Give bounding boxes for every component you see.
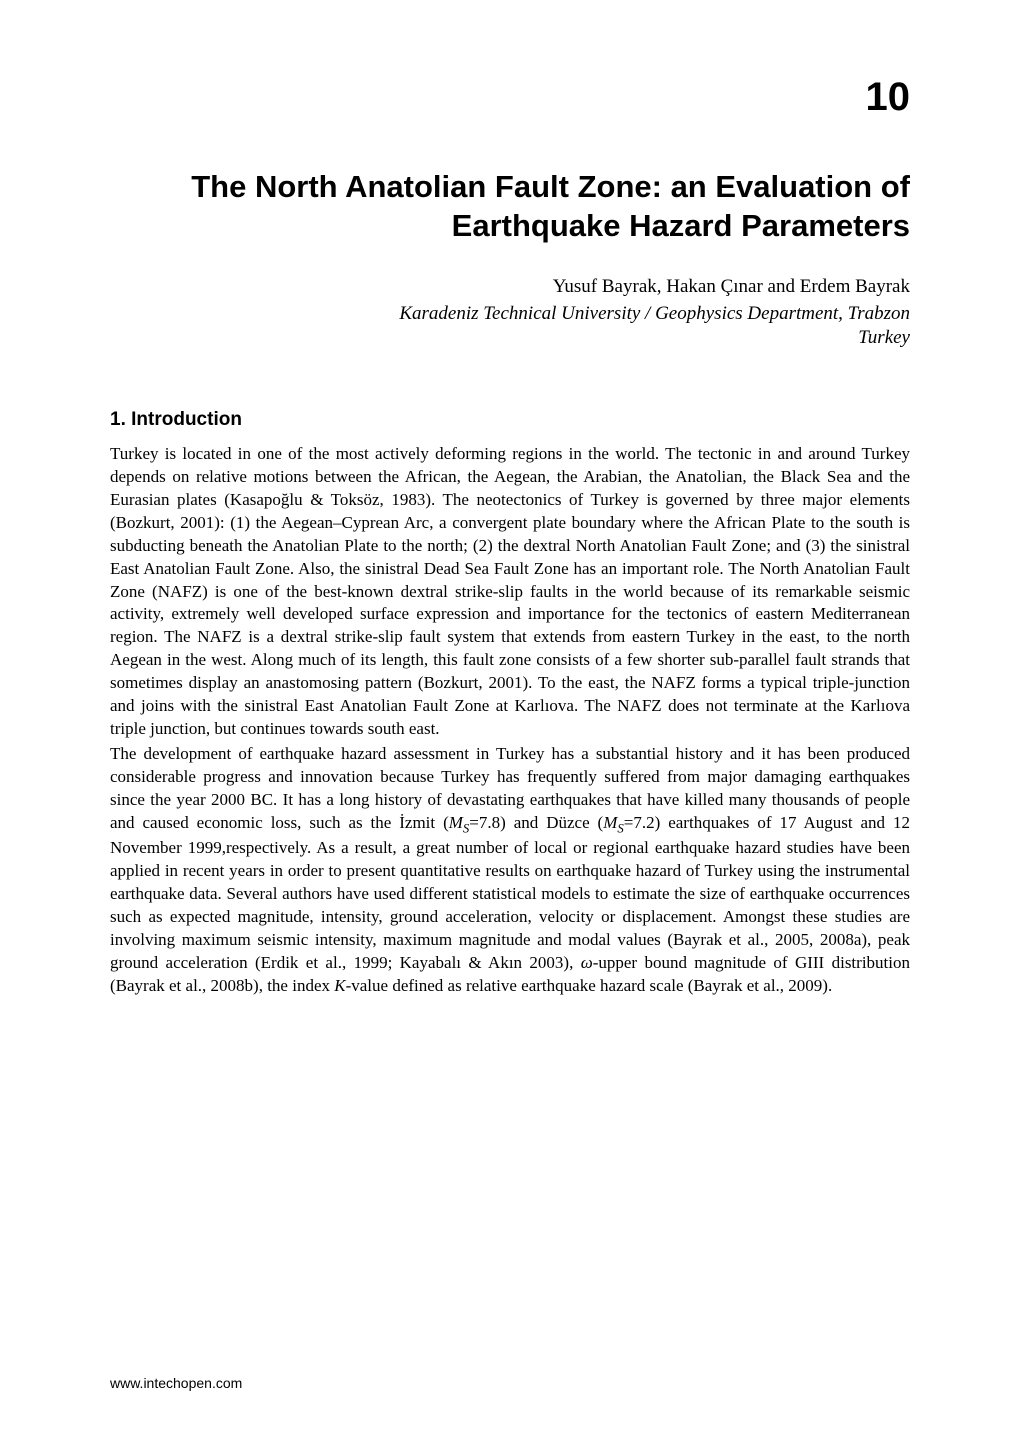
p2-ms1: M	[449, 813, 463, 832]
p2-ms2: M	[603, 813, 617, 832]
authors: Yusuf Bayrak, Hakan Çınar and Erdem Bayr…	[110, 276, 910, 298]
affiliation-line2: Turkey	[858, 327, 910, 348]
footer-url: www.intechopen.com	[110, 1375, 242, 1391]
affiliation: Karadeniz Technical University / Geophys…	[110, 302, 910, 351]
section-heading: 1. Introduction	[110, 409, 910, 431]
p2-K: K	[334, 976, 345, 995]
chapter-number: 10	[110, 75, 910, 120]
paper-title: The North Anatolian Fault Zone: an Evalu…	[110, 168, 910, 246]
paragraph-2: The development of earthquake hazard ass…	[110, 743, 910, 998]
p2-val1: =7.8) and Düzce (	[469, 813, 603, 832]
p2-val2: =7.2) earthquakes of 17 August and 12 No…	[110, 813, 910, 972]
affiliation-line1: Karadeniz Technical University / Geophys…	[399, 303, 910, 324]
p2-text-4: -value defined as relative earthquake ha…	[346, 976, 833, 995]
paragraph-1: Turkey is located in one of the most act…	[110, 443, 910, 741]
p2-omega: ω	[581, 953, 593, 972]
